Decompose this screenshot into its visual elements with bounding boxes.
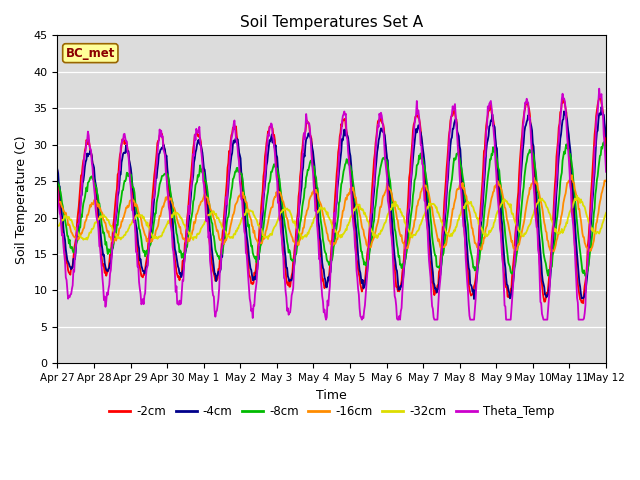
X-axis label: Time: Time [316, 389, 347, 402]
Title: Soil Temperatures Set A: Soil Temperatures Set A [240, 15, 423, 30]
Text: BC_met: BC_met [66, 47, 115, 60]
Y-axis label: Soil Temperature (C): Soil Temperature (C) [15, 135, 28, 264]
Legend: -2cm, -4cm, -8cm, -16cm, -32cm, Theta_Temp: -2cm, -4cm, -8cm, -16cm, -32cm, Theta_Te… [104, 401, 559, 423]
